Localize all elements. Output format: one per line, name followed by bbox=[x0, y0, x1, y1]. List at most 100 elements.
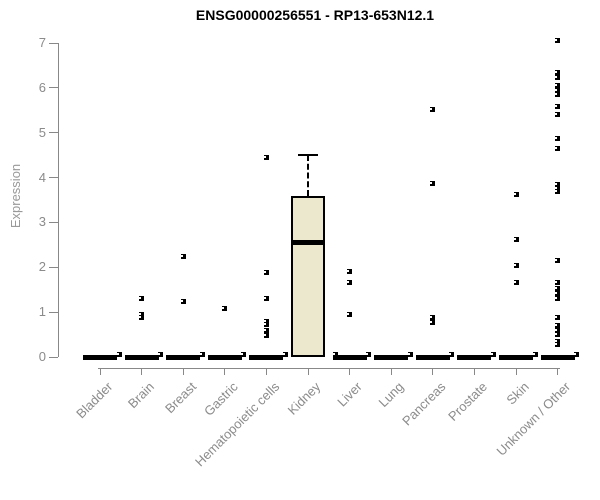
outlier-point-center bbox=[555, 297, 558, 300]
x-tick bbox=[307, 369, 309, 375]
box bbox=[291, 195, 325, 357]
x-tick-label: Prostate bbox=[445, 379, 491, 424]
outlier-point-center bbox=[241, 353, 244, 356]
outlier-point bbox=[555, 92, 561, 98]
outlier-point bbox=[430, 106, 436, 112]
outlier-point bbox=[555, 87, 561, 93]
outlier-point-center bbox=[282, 353, 285, 356]
chart-title: ENSG00000256551 - RP13-653N12.1 bbox=[195, 7, 435, 23]
outlier-point-center bbox=[263, 296, 266, 299]
x-tick-label: Brain bbox=[125, 379, 158, 412]
outlier-point-center bbox=[532, 353, 535, 356]
x-tick bbox=[224, 369, 226, 375]
outlier-point-center bbox=[555, 113, 558, 116]
outlier-point bbox=[263, 154, 269, 160]
outlier-point bbox=[241, 352, 247, 358]
y-tick bbox=[49, 42, 58, 44]
x-tick bbox=[557, 369, 559, 375]
outlier-point-center bbox=[555, 70, 558, 73]
x-tick-label: Liver bbox=[334, 379, 366, 410]
outlier-point-center bbox=[263, 155, 266, 158]
outlier-point bbox=[555, 342, 561, 348]
outlier-point bbox=[555, 185, 561, 191]
outlier-point-center bbox=[180, 255, 183, 258]
outlier-point bbox=[366, 352, 372, 358]
outlier-point-center bbox=[555, 287, 558, 290]
outlier-point bbox=[513, 191, 519, 197]
outlier-point bbox=[555, 258, 561, 264]
outlier-point bbox=[555, 135, 561, 141]
outlier-point bbox=[430, 319, 436, 325]
outlier-point bbox=[180, 254, 186, 260]
box-median bbox=[166, 354, 201, 360]
y-tick bbox=[49, 311, 58, 313]
outlier-point bbox=[555, 145, 561, 151]
outlier-point-center bbox=[555, 105, 558, 108]
x-tick bbox=[515, 369, 517, 375]
outlier-point-center bbox=[513, 264, 516, 267]
outlier-point bbox=[555, 286, 561, 292]
x-axis-line bbox=[98, 368, 560, 369]
outlier-point-center bbox=[555, 76, 558, 79]
outlier-point bbox=[347, 279, 353, 285]
outlier-point bbox=[513, 263, 519, 269]
outlier-point-center bbox=[139, 316, 142, 319]
outlier-point-center bbox=[263, 328, 266, 331]
outlier-point-center bbox=[180, 300, 183, 303]
outlier-point-center bbox=[116, 353, 119, 356]
outlier-point bbox=[347, 269, 353, 275]
box-median bbox=[249, 354, 284, 360]
outlier-point bbox=[555, 112, 561, 118]
y-axis-line bbox=[58, 43, 59, 357]
outlier-point bbox=[555, 290, 561, 296]
outlier-point bbox=[180, 299, 186, 305]
y-tick-label: 5 bbox=[38, 124, 46, 140]
whisker-cap bbox=[298, 154, 318, 157]
outlier-point bbox=[263, 332, 269, 338]
outlier-point bbox=[574, 352, 580, 358]
outlier-point bbox=[555, 75, 561, 81]
outlier-point-center bbox=[555, 259, 558, 262]
box-median bbox=[332, 354, 367, 360]
outlier-point-center bbox=[347, 313, 350, 316]
outlier-point bbox=[263, 322, 269, 328]
x-tick-label: Unknown / Other bbox=[493, 379, 574, 459]
outlier-point bbox=[555, 339, 561, 345]
box-median bbox=[374, 354, 409, 360]
box-median bbox=[207, 354, 242, 360]
box-median bbox=[83, 354, 117, 360]
y-tick bbox=[49, 266, 58, 268]
outlier-point-center bbox=[407, 353, 410, 356]
outlier-point-center bbox=[347, 270, 350, 273]
outlier-point bbox=[139, 315, 145, 321]
outlier-point bbox=[555, 327, 561, 333]
outlier-point bbox=[449, 352, 455, 358]
outlier-point bbox=[263, 327, 269, 333]
y-tick-label: 4 bbox=[38, 169, 46, 185]
x-tick bbox=[432, 369, 434, 375]
y-tick-label: 0 bbox=[38, 349, 46, 364]
outlier-point-center bbox=[555, 136, 558, 139]
outlier-point-center bbox=[263, 271, 266, 274]
outlier-point-center bbox=[263, 333, 266, 336]
outlier-point-center bbox=[513, 192, 516, 195]
box-median bbox=[499, 354, 533, 360]
outlier-point-center bbox=[430, 316, 433, 319]
outlier-point bbox=[263, 270, 269, 276]
outlier-point-center bbox=[158, 353, 161, 356]
outlier-point-center bbox=[555, 182, 558, 185]
outlier-point-center bbox=[555, 186, 558, 189]
outlier-point-center bbox=[513, 281, 516, 284]
outlier-point bbox=[490, 352, 496, 358]
outlier-point-center bbox=[555, 88, 558, 91]
y-tick bbox=[49, 177, 58, 179]
outlier-point bbox=[407, 352, 413, 358]
outlier-point-center bbox=[139, 312, 142, 315]
outlier-point bbox=[555, 69, 561, 75]
outlier-point-center bbox=[555, 343, 558, 346]
y-tick-label: 6 bbox=[38, 79, 46, 95]
y-tick-label: 3 bbox=[38, 214, 46, 230]
y-tick bbox=[49, 132, 58, 134]
x-tick-label: Pancreas bbox=[398, 379, 449, 429]
outlier-point bbox=[282, 352, 288, 358]
